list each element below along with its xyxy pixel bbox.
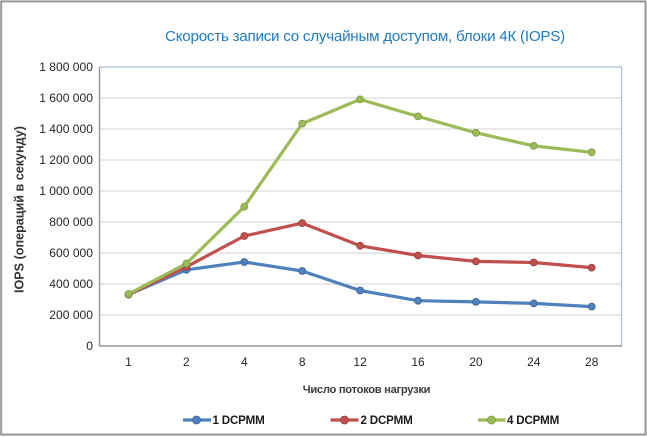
svg-text:Скорость записи со случайным д: Скорость записи со случайным доступом, б… bbox=[165, 28, 565, 45]
svg-text:400 000: 400 000 bbox=[49, 277, 93, 291]
svg-text:28: 28 bbox=[585, 355, 599, 369]
svg-text:800 000: 800 000 bbox=[49, 215, 93, 229]
svg-text:8: 8 bbox=[299, 355, 306, 369]
svg-text:2 DCPMM: 2 DCPMM bbox=[361, 414, 413, 427]
svg-text:1 DCPMM: 1 DCPMM bbox=[213, 414, 265, 427]
svg-text:1: 1 bbox=[125, 355, 132, 369]
svg-text:0: 0 bbox=[86, 339, 93, 353]
svg-text:4: 4 bbox=[241, 355, 248, 369]
svg-text:1 600 000: 1 600 000 bbox=[39, 91, 93, 105]
svg-text:600 000: 600 000 bbox=[49, 246, 93, 260]
svg-text:16: 16 bbox=[411, 355, 425, 369]
svg-text:24: 24 bbox=[527, 355, 541, 369]
svg-text:4 DCPMM: 4 DCPMM bbox=[507, 414, 559, 427]
svg-text:12: 12 bbox=[353, 355, 367, 369]
svg-text:Число потоков нагрузки: Число потоков нагрузки bbox=[303, 384, 431, 396]
svg-text:1 000 000: 1 000 000 bbox=[39, 184, 93, 198]
svg-text:1 400 000: 1 400 000 bbox=[39, 122, 93, 136]
svg-text:20: 20 bbox=[469, 355, 483, 369]
svg-text:1 200 000: 1 200 000 bbox=[39, 153, 93, 167]
svg-text:2: 2 bbox=[183, 355, 190, 369]
svg-text:200 000: 200 000 bbox=[49, 308, 93, 322]
svg-text:1 800 000: 1 800 000 bbox=[39, 60, 93, 74]
svg-text:IOPS (операций в секунду): IOPS (операций в секунду) bbox=[13, 126, 27, 293]
